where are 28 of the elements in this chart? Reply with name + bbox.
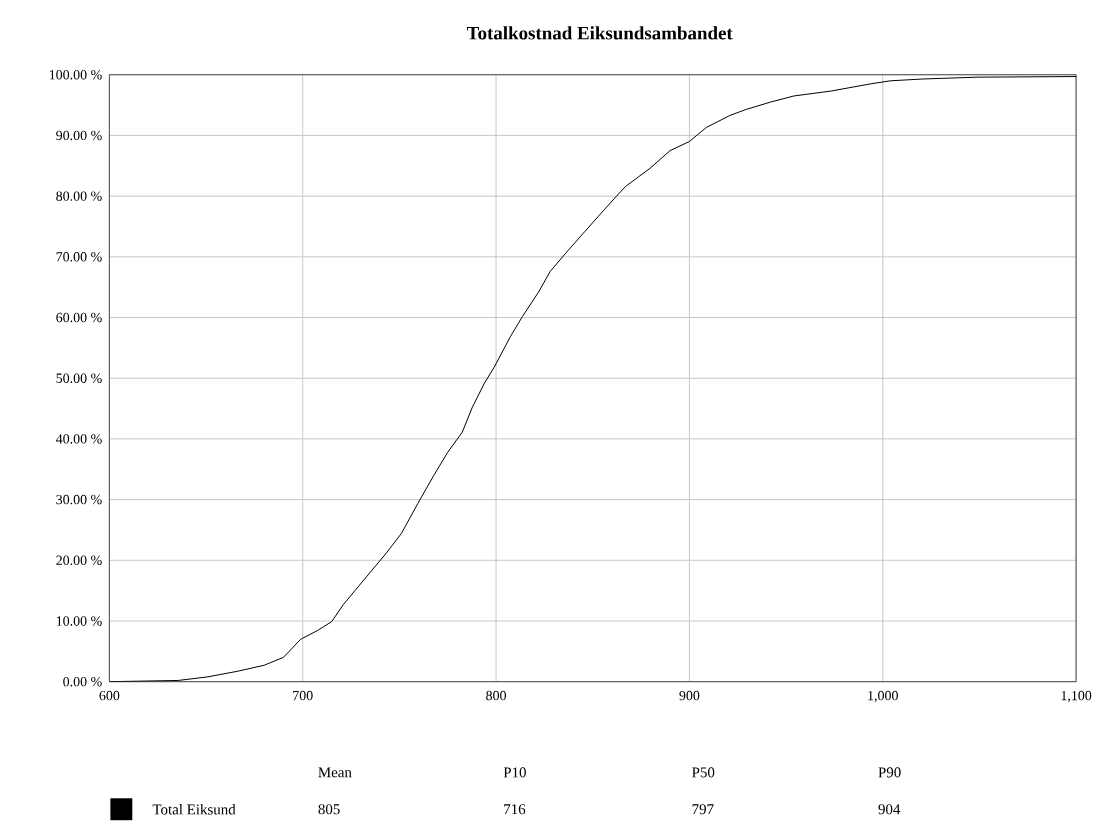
y-tick-label: 0.00 %: [63, 676, 102, 687]
text: 805: [318, 804, 340, 815]
y-tick-label: 70.00 %: [56, 251, 102, 262]
legend-label: Total Eiksund: [152, 803, 236, 815]
text: 716: [504, 804, 526, 815]
x-tick-label: 700: [293, 690, 313, 701]
chart-title: Totalkostnad Eiksundsambandet: [466, 26, 733, 40]
y-tick-label: 10.00 %: [56, 616, 102, 626]
x-tick-label: 600: [99, 690, 120, 701]
text: 797: [692, 804, 714, 815]
y-tick-label: 80.00 %: [56, 191, 102, 201]
x-tick-label: 800: [486, 690, 507, 701]
x-tick-label: 1,000: [868, 690, 898, 703]
y-tick-label: 60.00 %: [56, 312, 102, 323]
line-series: [109, 75, 1077, 682]
y-tick-label: 40.00 %: [55, 434, 102, 444]
text: 904: [878, 804, 901, 815]
y-tick-label: 90.00 %: [56, 130, 102, 141]
y-tick-label: 20.00 %: [56, 555, 102, 565]
text: P50: [692, 767, 715, 778]
y-tick-label: 100.00 %: [49, 69, 102, 80]
y-tick-label: 50.00 %: [56, 373, 102, 383]
x-tick-label: 1,100: [1061, 690, 1092, 703]
text: P10: [503, 767, 526, 778]
text: Mean: [318, 767, 352, 778]
y-tick-label: 30.00 %: [56, 494, 102, 505]
x-tick-label: 900: [679, 690, 700, 701]
text: P90: [878, 767, 901, 778]
